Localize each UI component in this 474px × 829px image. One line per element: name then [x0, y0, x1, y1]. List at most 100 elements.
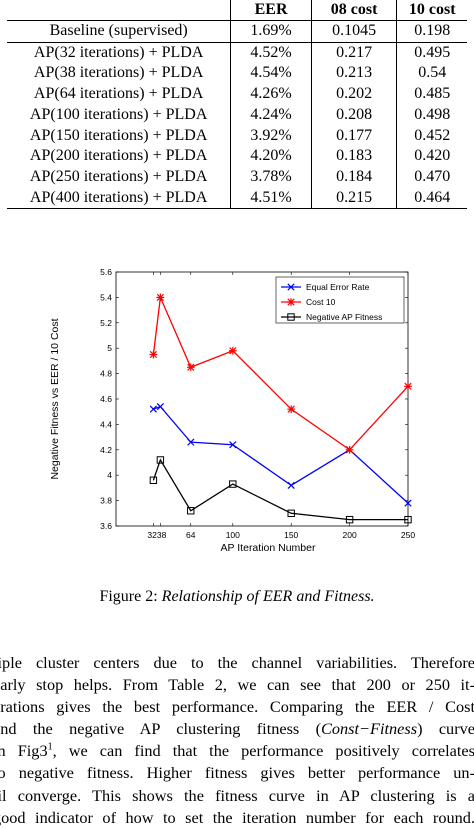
y-tick-label: 5.4	[100, 292, 112, 302]
legend-label: Cost 10	[306, 297, 336, 307]
data-point	[229, 441, 237, 449]
table-cell: 4.54%	[230, 63, 312, 85]
x-tick-label: 3238	[147, 530, 166, 540]
table-cell: 4.24%	[230, 104, 312, 126]
body-text-segment: in Fig3	[0, 741, 48, 761]
data-point	[229, 480, 237, 488]
x-tick-label: 150	[284, 530, 298, 540]
table-cell: 0.215	[311, 187, 398, 209]
series-line	[152, 458, 408, 521]
table-row-label: AP(64 iterations) + PLDA	[7, 84, 232, 105]
data-point	[156, 293, 165, 302]
table-cell: 0.208	[311, 104, 398, 126]
y-tick-label: 4.6	[100, 394, 112, 404]
body-text-line: good indicator of how to set the iterati…	[0, 807, 474, 827]
legend-label: Equal Error Rate	[306, 282, 370, 292]
y-tick-label: 4.8	[100, 369, 112, 379]
y-tick-label: 3.6	[100, 521, 112, 531]
body-text-line: to negative fitness. Higher fitness give…	[0, 763, 474, 783]
data-point	[345, 515, 354, 524]
figure-caption: Figure 2: Relationship of EER and Fitnes…	[0, 588, 474, 606]
table-row-label: AP(100 iterations) + PLDA	[7, 104, 232, 126]
data-point	[287, 481, 295, 489]
data-point	[149, 476, 158, 484]
table-cell: 0.485	[414, 85, 451, 103]
figure-caption-label: Figure 2:	[99, 588, 162, 605]
table-row-label: AP(200 iterations) + PLDA	[7, 146, 232, 167]
x-tick-label: 250	[401, 530, 415, 540]
legend-label: Negative AP Fitness	[306, 312, 382, 322]
table-cell: 0.452	[414, 126, 451, 144]
table-cell: 0.184	[311, 166, 398, 188]
table-cell: 0.54	[418, 64, 447, 82]
table-cell: 4.52%	[230, 42, 312, 64]
data-point	[404, 499, 412, 507]
series-1	[149, 293, 412, 454]
table-cell: 0.198	[414, 22, 451, 39]
table-cell: 0.1045	[311, 20, 398, 43]
table-cell: 0.464	[414, 188, 451, 206]
table-row: AP(400 iterations) + PLDA 4.51% 0.215 0.464	[7, 187, 467, 209]
legend-marker	[287, 298, 295, 306]
x-tick-label: 64	[186, 530, 196, 540]
data-point	[345, 445, 354, 454]
data-point	[149, 405, 158, 413]
table-cell: 4.20%	[230, 146, 312, 167]
table-row-label: AP(400 iterations) + PLDA	[7, 187, 232, 209]
body-text-line: and the negative AP clustering fitness (…	[0, 718, 474, 740]
x-tick-label: 100	[226, 530, 240, 540]
table-row-label: AP(250 iterations) + PLDA	[7, 166, 232, 188]
table-row: Baseline (supervised) 1.69% 0.1045 0.198	[7, 20, 467, 43]
table-row: AP(38 iterations) + PLDA 4.54% 0.213 0.54	[7, 63, 467, 85]
table-header-cell: 08 cost	[311, 0, 398, 21]
data-point	[404, 382, 412, 391]
table-cell: 1.69%	[230, 20, 312, 43]
data-point	[156, 456, 165, 464]
body-text-segment: and the negative AP clustering fitness (	[0, 719, 322, 739]
table-row-label: Baseline (supervised)	[7, 20, 232, 43]
legend-marker	[287, 313, 295, 321]
table-row: AP(64 iterations) + PLDA 4.26% 0.202 0.485	[7, 84, 467, 105]
y-tick-label: 5.2	[100, 318, 112, 328]
table-cell: 0.217	[311, 42, 398, 64]
legend-marker	[287, 283, 295, 291]
data-point	[149, 350, 158, 359]
footnote-marker: 1	[47, 741, 53, 753]
legend-item: Negative AP Fitness	[281, 312, 382, 322]
table-cell: 0.183	[311, 146, 398, 167]
table-header-cell: EER	[230, 0, 312, 21]
y-tick-label: 4.4	[100, 419, 112, 429]
data-point	[287, 405, 296, 413]
series-2	[149, 456, 412, 524]
y-tick-label: 4.2	[100, 445, 112, 455]
figure-caption-title: Relationship of EER and Fitness.	[161, 588, 375, 605]
table-cell: 3.78%	[230, 166, 312, 188]
body-text-line: tiple cluster centers due to the channel…	[0, 653, 474, 672]
y-tick-label: 5	[107, 343, 112, 353]
y-tick-label: 4	[107, 470, 112, 480]
math-expression: Const−Fitness	[321, 719, 418, 739]
data-point	[156, 402, 165, 411]
legend-item: Equal Error Rate	[281, 282, 370, 292]
body-text-line: in Fig31, we can find that the performan…	[0, 740, 474, 762]
table-row: AP(200 iterations) + PLDA 4.20% 0.183 0.420	[7, 146, 467, 167]
line-chart: 3.6 3.8 4 4.2 4.4 4.6 4.8 5 5.2 5.4 5.6 3238 64 100 15…	[49, 267, 415, 554]
table-row: AP(250 iterations) + PLDA 3.78% 0.184 0.470	[7, 166, 467, 188]
table-cell: 0.470	[414, 167, 451, 185]
legend-box	[275, 276, 405, 324]
y-tick-label: 3.8	[100, 496, 112, 506]
table-header-row: EER 08 cost 10 cost	[7, 0, 467, 21]
body-text-line: erations gives the best performance. Com…	[0, 697, 474, 717]
table-cell: 0.202	[311, 84, 398, 105]
table-cell: 4.51%	[230, 187, 312, 209]
data-point	[187, 507, 195, 515]
table-cell: 3.92%	[230, 125, 312, 147]
table-row: AP(32 iterations) + PLDA 4.52% 0.217 0.495	[7, 42, 467, 64]
data-point	[287, 509, 295, 518]
table-cell: 0.495	[414, 43, 451, 61]
table-cell: 0.420	[414, 147, 451, 165]
body-text-line: early stop helps. From Table 2, we can s…	[0, 675, 474, 695]
results-table: EER 08 cost 10 cost Baseline (supervised…	[7, 0, 467, 209]
chart-legend: Equal Error Rate Cost 10 Negative AP Fitne…	[275, 276, 405, 324]
x-tick-label: 200	[343, 530, 357, 540]
